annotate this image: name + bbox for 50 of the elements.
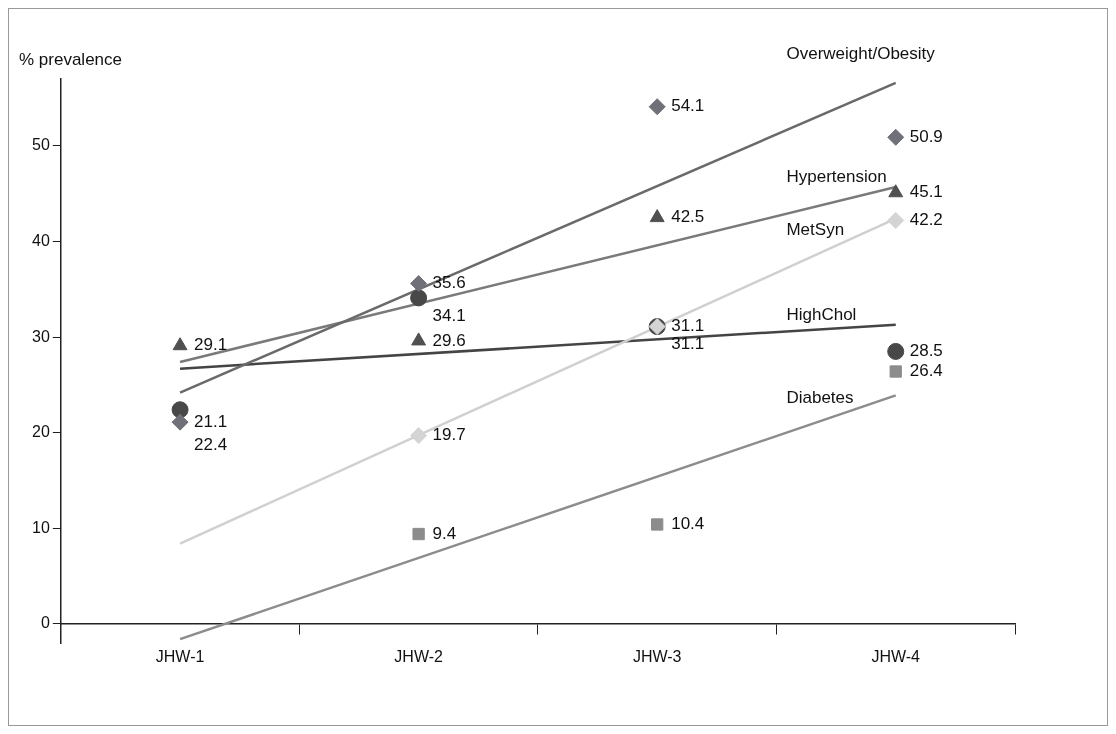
data-label: 28.5 [909, 341, 943, 361]
x-tick-label: JHW-3 [632, 647, 682, 665]
data-label: 29.6 [432, 330, 466, 350]
y-tick-label: 0 [40, 614, 50, 632]
point [648, 98, 666, 116]
point [410, 427, 428, 445]
y-tick-label: 40 [32, 231, 50, 249]
data-label: 31.1 [671, 334, 705, 354]
y-tick-label: 10 [32, 518, 50, 536]
y-tick-label: 50 [32, 136, 50, 154]
point [887, 128, 905, 146]
point [171, 413, 189, 431]
data-label: 45.1 [909, 182, 943, 202]
point [887, 342, 905, 360]
data-label: 22.4 [194, 435, 228, 455]
data-label: 34.1 [432, 305, 466, 325]
data-label: 31.1 [671, 316, 705, 336]
series-label: HighChol [786, 305, 857, 325]
x-tick-label: JHW-2 [394, 647, 444, 665]
data-label: 29.1 [194, 335, 228, 355]
text: Overweight/Obesity [786, 44, 936, 64]
data-label: 26.4 [909, 361, 943, 381]
x-tick-label: JHW-4 [871, 647, 921, 665]
data-label: 9.4 [432, 523, 457, 543]
point [888, 184, 904, 198]
series-label: Diabetes [786, 387, 854, 407]
x-tick-label: JHW-1 [155, 647, 205, 665]
point [651, 518, 664, 531]
data-label: 35.6 [432, 273, 466, 293]
data-label: 10.4 [671, 514, 705, 534]
point [412, 527, 425, 541]
data-label: 21.1 [194, 411, 228, 431]
y-tick-label: 30 [32, 327, 50, 345]
data-label: 19.7 [432, 425, 466, 445]
point [410, 275, 428, 293]
point [887, 211, 905, 229]
y-tick-label: 20 [32, 423, 50, 441]
point [410, 289, 428, 307]
series-label: MetSyn [786, 220, 845, 240]
point [172, 337, 188, 351]
series-label: Hypertension [786, 167, 887, 187]
y-axis-title: % prevalence [19, 50, 123, 70]
point [171, 401, 189, 419]
data-label: 50.9 [909, 127, 943, 146]
data-label: 42.2 [909, 210, 943, 230]
point [411, 332, 427, 346]
point [889, 365, 902, 378]
data-label: 54.1 [671, 96, 705, 116]
data-label: 42.5 [671, 207, 705, 227]
point [649, 209, 665, 223]
